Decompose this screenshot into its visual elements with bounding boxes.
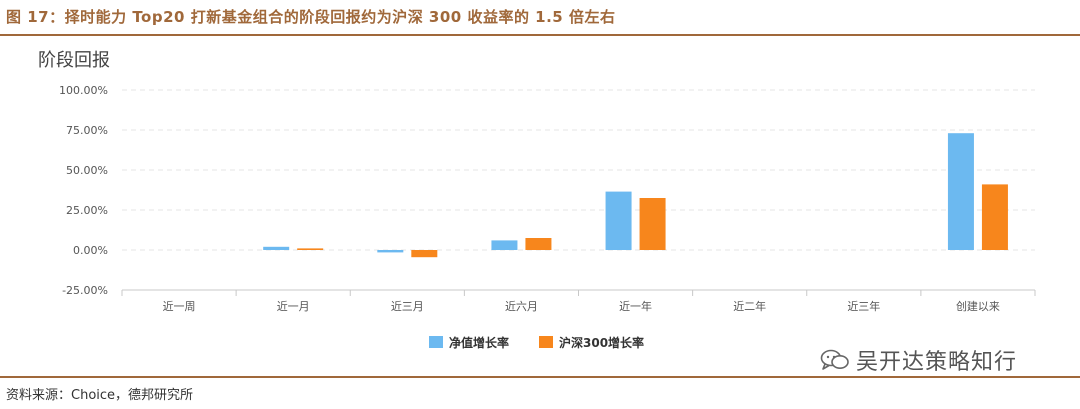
bar-series-2-1 (297, 248, 324, 250)
legend-swatch-series-1 (429, 336, 443, 348)
bars (263, 133, 1008, 258)
y-axis-ticks: 100.00% 75.00% 50.00% 25.00% 0.00% -25.00% (59, 84, 108, 297)
x-axis (121, 289, 1036, 296)
x-tick-label: 近一月 (277, 300, 310, 313)
bar-series-2-2 (411, 250, 438, 258)
watermark-text: 吴开达策略知行 (856, 350, 1018, 375)
top-divider (0, 34, 1080, 36)
bar-series-1-1 (263, 246, 290, 250)
y-tick-label: 25.00% (66, 204, 108, 217)
x-tick-label: 近一年 (619, 299, 652, 313)
y-tick-label: 50.00% (66, 164, 108, 177)
x-axis-ticks: 近一周 近一月 近三月 近六月 近一年 近二年 近三年 创建以来 (163, 299, 1000, 313)
bottom-divider (0, 376, 1080, 378)
x-tick-label: 近二年 (733, 299, 766, 313)
x-tick-label: 创建以来 (956, 299, 1000, 313)
watermark: 吴开达策略知行 (820, 344, 1017, 376)
bar-series-2-3 (525, 238, 552, 250)
bar-series-2-4 (639, 198, 666, 250)
y-tick-label: 75.00% (66, 124, 108, 137)
y-tick-label: 0.00% (73, 244, 108, 257)
legend-label-series-1: 净值增长率 (449, 335, 509, 350)
y-axis-title: 阶段回报 (38, 50, 110, 71)
figure-caption: 图 17：择时能力 Top20 打新基金组合的阶段回报约为沪深 300 收益率的… (6, 8, 616, 26)
bar-series-1-7 (947, 133, 974, 250)
bar-series-1-4 (605, 191, 632, 250)
x-tick-label: 近一周 (163, 300, 196, 313)
legend-label-series-2: 沪深300增长率 (559, 335, 644, 350)
bar-series-1-2 (377, 250, 404, 253)
x-tick-label: 近六月 (505, 300, 538, 313)
wechat-icon (820, 349, 849, 370)
y-tick-label: 100.00% (59, 84, 108, 97)
source-note: 资料来源：Choice，德邦研究所 (6, 388, 194, 403)
legend-swatch-series-2 (539, 336, 553, 348)
x-tick-label: 近三年 (847, 299, 880, 313)
legend: 净值增长率 沪深300增长率 (429, 335, 644, 350)
bar-series-1-3 (491, 240, 518, 250)
y-tick-label: -25.00% (62, 284, 108, 297)
bar-series-2-7 (981, 184, 1008, 250)
x-tick-label: 近三月 (391, 300, 424, 313)
grid-lines (122, 89, 1035, 291)
bar-chart: 阶段回报 100.00% 75.00% 50.00% 25.00% 0.00% -25.0… (38, 50, 1036, 350)
